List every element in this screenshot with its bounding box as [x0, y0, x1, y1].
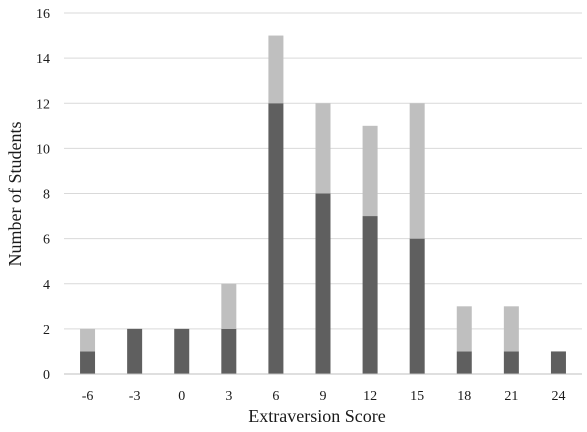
- y-axis-title: Number of Students: [5, 122, 25, 267]
- bar-segment-dark-9: [315, 193, 331, 374]
- bar-segment-dark-15: [409, 238, 425, 374]
- bar-segment-dark--3: [127, 328, 143, 374]
- x-tick-label: 15: [410, 389, 424, 404]
- bar-segment-dark-24: [550, 351, 566, 374]
- x-tick-label: -3: [129, 389, 141, 404]
- bar-segment-light-18: [456, 306, 472, 352]
- bar-segment-dark-21: [503, 351, 519, 374]
- x-tick-label: 21: [504, 389, 518, 404]
- x-tick-label: -6: [82, 389, 94, 404]
- x-tick-label: 12: [363, 389, 377, 404]
- bar-segment-dark-12: [362, 216, 378, 374]
- bar-segment-light-21: [503, 306, 519, 352]
- x-tick-label: 24: [551, 389, 565, 404]
- bar-segment-light-3: [221, 283, 237, 329]
- x-tick-label: 9: [320, 389, 327, 404]
- x-tick-label: 6: [272, 389, 279, 404]
- y-tick-label: 2: [43, 323, 50, 338]
- bar-segment-light-9: [315, 103, 331, 194]
- bars: [80, 35, 566, 374]
- bar-segment-dark-18: [456, 351, 472, 374]
- bar-segment-dark--6: [80, 351, 96, 374]
- y-tick-label: 4: [43, 278, 50, 293]
- y-tick-labels: 0 2 4 6 8 10 12 14 16: [36, 7, 50, 383]
- y-tick-label: 8: [43, 188, 50, 203]
- y-tick-label: 10: [36, 142, 50, 157]
- y-tick-label: 14: [36, 52, 50, 67]
- x-tick-labels: -6 -3 0 3 6 9 12 15 18 21 24: [82, 389, 566, 404]
- y-tick-label: 0: [43, 368, 50, 383]
- y-tick-label: 12: [36, 97, 50, 112]
- x-tick-label: 0: [178, 389, 185, 404]
- y-tick-label: 16: [36, 7, 50, 22]
- bar-segment-light-15: [409, 103, 425, 239]
- y-tick-label: 6: [43, 233, 50, 248]
- x-tick-label: 3: [225, 389, 232, 404]
- x-tick-label: 18: [457, 389, 471, 404]
- bar-segment-dark-6: [268, 103, 284, 374]
- x-axis-title: Extraversion Score: [248, 406, 385, 426]
- bar-segment-dark-0: [174, 328, 190, 374]
- bar-segment-light--6: [80, 328, 96, 352]
- bar-segment-light-6: [268, 35, 284, 104]
- bar-segment-light-12: [362, 125, 378, 217]
- bar-segment-dark-3: [221, 328, 237, 374]
